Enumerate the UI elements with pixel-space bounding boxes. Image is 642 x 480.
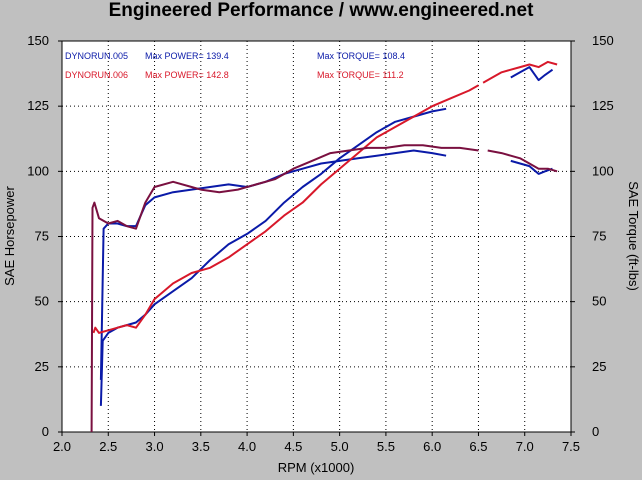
- legend: DYNORUN.005 Max POWER= 139.4 Max TORQUE= 1…: [65, 51, 405, 80]
- x-axis-label: RPM (x1000): [278, 460, 355, 475]
- ticks: 2.0 2.5 3.0 3.5 4.0 4.5 5.0 5.5 6.0 6.5 7.0 7.5 0 0 25…: [27, 33, 613, 454]
- y-axis-label: SAE Horsepower: [2, 185, 17, 285]
- y2-axis-label: SAE Torque (ft-lbs): [626, 181, 641, 291]
- x-tick-label: 7.5: [562, 439, 580, 454]
- series-line-dynorun-006-power-4: [92, 84, 479, 334]
- y-tick-label: 100: [27, 163, 49, 178]
- y-tick-label: 150: [27, 33, 49, 48]
- y2-tick-label: 75: [592, 229, 606, 244]
- x-tick-label: 2.5: [99, 439, 117, 454]
- series-line-dynorun-006-torque-7: [487, 149, 558, 173]
- y2-tick-label: 0: [592, 424, 599, 439]
- y2-tick-label: 100: [592, 163, 614, 178]
- x-tick-label: 5.0: [331, 439, 349, 454]
- y2-tick-label: 25: [592, 359, 606, 374]
- legend-run-label: DYNORUN.006: [65, 70, 128, 80]
- y-tick-label: 25: [35, 359, 49, 374]
- legend-max-torque: Max TORQUE= 111.2: [317, 70, 404, 80]
- series-line-dynorun-005-torque-3: [510, 159, 553, 175]
- series-line-dynorun-006-power-5: [482, 60, 558, 84]
- series-layer: [90, 60, 558, 433]
- legend-max-power: Max POWER= 142.8: [145, 70, 229, 80]
- x-tick-label: 7.0: [516, 439, 534, 454]
- series-line-dynorun-006-torque-6: [90, 144, 479, 433]
- x-tick-label: 4.0: [238, 439, 256, 454]
- y-tick-label: 75: [35, 229, 49, 244]
- y2-tick-label: 50: [592, 294, 606, 309]
- x-tick-label: 5.5: [377, 439, 395, 454]
- legend-max-torque: Max TORQUE= 108.4: [317, 51, 405, 61]
- y-tick-label: 0: [42, 424, 49, 439]
- x-tick-label: 4.5: [284, 439, 302, 454]
- y2-tick-label: 150: [592, 33, 614, 48]
- grid: [62, 41, 571, 432]
- legend-run-label: DYNORUN.005: [65, 51, 128, 61]
- x-tick-label: 6.0: [423, 439, 441, 454]
- y2-tick-label: 125: [592, 98, 614, 113]
- x-tick-label: 3.0: [146, 439, 164, 454]
- series-line-dynorun-005-power-1: [510, 66, 554, 82]
- x-tick-label: 2.0: [53, 439, 71, 454]
- legend-max-power: Max POWER= 139.4: [145, 51, 229, 61]
- x-tick-label: 6.5: [469, 439, 487, 454]
- y-tick-label: 50: [35, 294, 49, 309]
- y-tick-label: 125: [27, 98, 49, 113]
- chart-title: Engineered Performance / www.engineered.…: [108, 0, 534, 21]
- x-tick-label: 3.5: [192, 439, 210, 454]
